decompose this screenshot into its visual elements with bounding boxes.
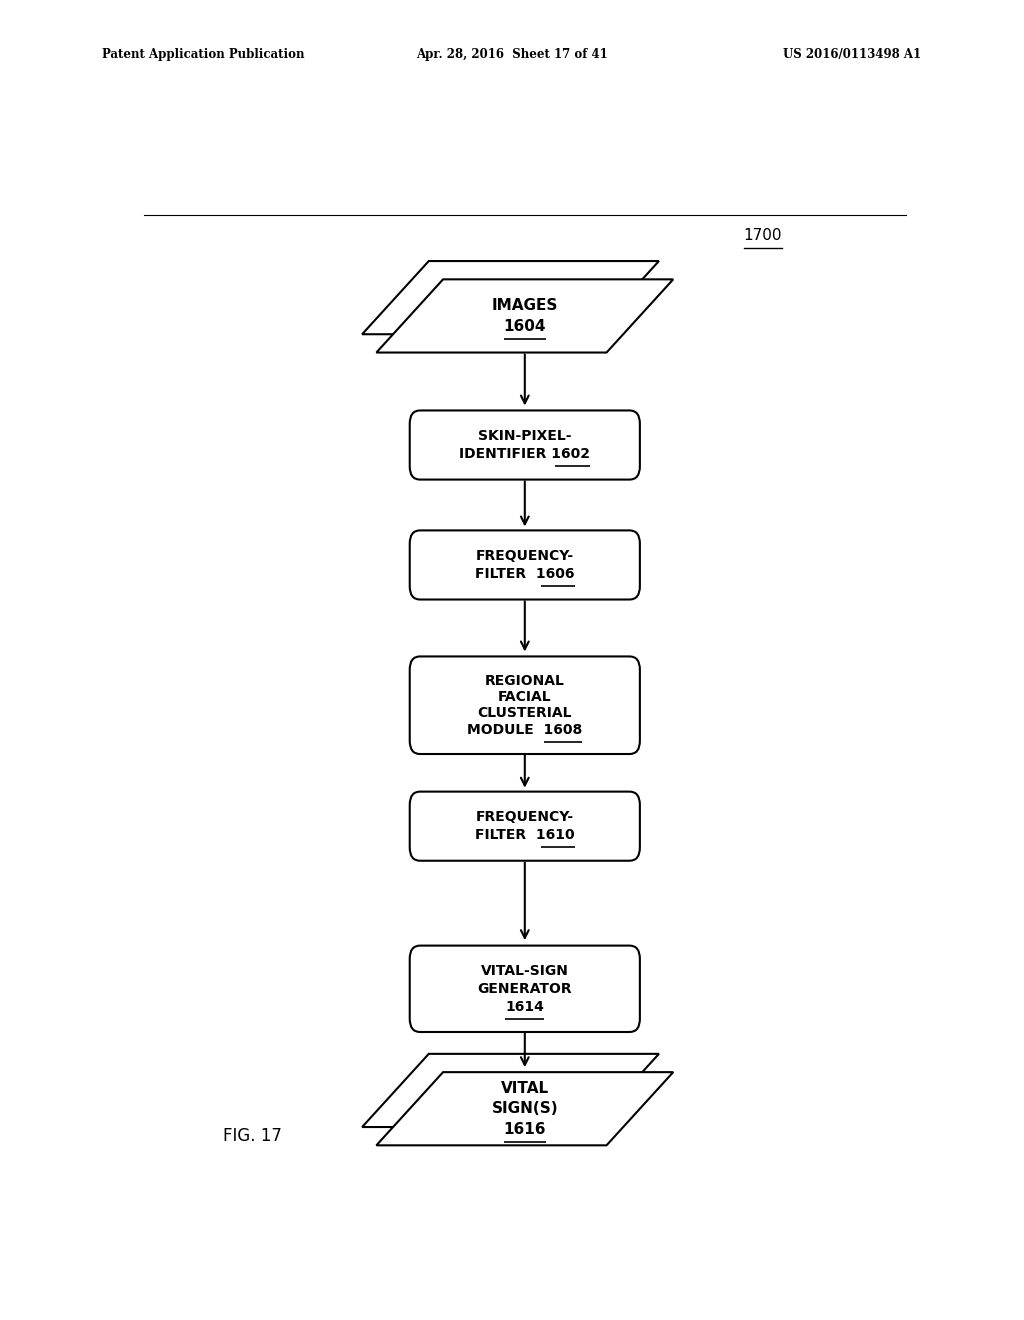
Text: FREQUENCY-: FREQUENCY- [476,549,573,562]
FancyBboxPatch shape [410,945,640,1032]
Text: Patent Application Publication: Patent Application Publication [102,49,305,61]
Text: 1616: 1616 [504,1122,546,1137]
Text: FACIAL: FACIAL [498,690,552,704]
Polygon shape [362,1053,658,1127]
Text: VITAL: VITAL [501,1081,549,1096]
Text: Apr. 28, 2016  Sheet 17 of 41: Apr. 28, 2016 Sheet 17 of 41 [416,49,608,61]
Polygon shape [377,280,673,352]
FancyBboxPatch shape [410,792,640,861]
Text: FILTER  1610: FILTER 1610 [475,829,574,842]
Polygon shape [362,261,658,334]
Text: US 2016/0113498 A1: US 2016/0113498 A1 [783,49,922,61]
Text: IDENTIFIER 1602: IDENTIFIER 1602 [460,447,590,461]
Text: SKIN-PIXEL-: SKIN-PIXEL- [478,429,571,444]
Text: 1700: 1700 [743,228,782,243]
Text: VITAL-SIGN: VITAL-SIGN [481,964,568,978]
Text: 1604: 1604 [504,318,546,334]
Text: 1614: 1614 [506,1001,544,1014]
Text: MODULE  1608: MODULE 1608 [467,722,583,737]
Polygon shape [377,1072,673,1146]
Text: IMAGES: IMAGES [492,298,558,313]
Text: FIG. 17: FIG. 17 [223,1127,282,1146]
FancyBboxPatch shape [410,411,640,479]
Text: FREQUENCY-: FREQUENCY- [476,810,573,824]
Text: CLUSTERIAL: CLUSTERIAL [477,706,572,721]
Text: REGIONAL: REGIONAL [484,673,565,688]
Text: GENERATOR: GENERATOR [477,982,572,995]
FancyBboxPatch shape [410,531,640,599]
Text: SIGN(S): SIGN(S) [492,1101,558,1117]
Text: FILTER  1606: FILTER 1606 [475,568,574,581]
FancyBboxPatch shape [410,656,640,754]
